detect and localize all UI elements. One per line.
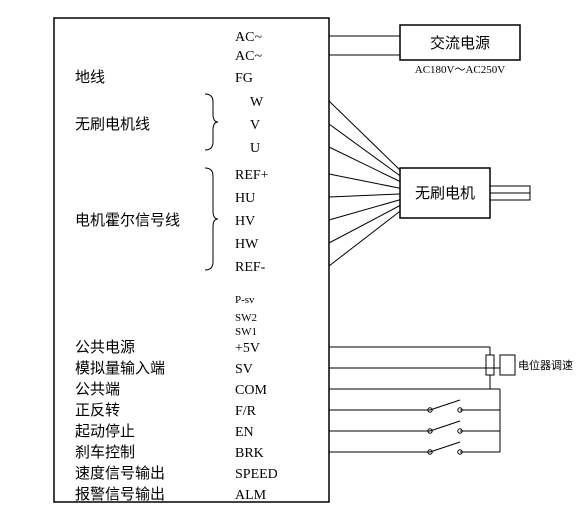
label-start_stop: 起动停止 bbox=[75, 423, 135, 440]
pin-refm: REF- bbox=[235, 260, 266, 275]
label-spd_out: 速度信号输出 bbox=[75, 465, 165, 482]
motor-label: 无刷电机 bbox=[415, 185, 475, 202]
pin-alm: ALM bbox=[235, 488, 267, 503]
label-fwd_rev: 正反转 bbox=[75, 402, 120, 419]
pin-ac2: AC~ bbox=[235, 49, 262, 64]
pin-sw1: SW1 bbox=[235, 326, 257, 338]
pin-refp: REF+ bbox=[235, 168, 269, 183]
wire-motor bbox=[329, 211, 400, 266]
label-pub: 公共端 bbox=[75, 381, 120, 398]
brace bbox=[205, 168, 218, 270]
pin-brk: BRK bbox=[235, 446, 264, 461]
wiring-diagram: AC~ AC~ FG WVU REF+ HU HV HW REF- P-sv SW2 SW1 +5V SV… bbox=[0, 0, 588, 509]
wire-motor bbox=[329, 200, 400, 220]
label-bldc_wire: 无刷电机线 bbox=[75, 116, 150, 133]
label-alm_out: 报警信号输出 bbox=[75, 486, 165, 503]
switch-lever bbox=[430, 400, 460, 410]
switch-lever bbox=[430, 421, 460, 431]
pin-u: U bbox=[250, 141, 260, 156]
label-hall: 电机霍尔信号线 bbox=[75, 212, 180, 229]
label-analog_in: 模拟量输入端 bbox=[75, 360, 165, 377]
pin-com: COM bbox=[235, 383, 267, 398]
pin-fg: FG bbox=[235, 71, 253, 86]
pin-fr: F/R bbox=[235, 404, 257, 419]
pin-en: EN bbox=[235, 425, 254, 440]
label-pub_pwr: 公共电源 bbox=[75, 339, 135, 356]
pin-ac1: AC~ bbox=[235, 30, 262, 45]
ac-power-label: 交流电源 bbox=[430, 34, 490, 52]
pin-psv: P-sv bbox=[235, 294, 255, 306]
pin-hv: HV bbox=[235, 214, 255, 229]
pot-body bbox=[486, 355, 494, 375]
wire-motor bbox=[329, 101, 400, 170]
pin-sv: SV bbox=[235, 362, 253, 377]
pin-v: V bbox=[250, 118, 260, 133]
switch-lever bbox=[430, 442, 460, 452]
pin-sw2: SW2 bbox=[235, 312, 257, 324]
ac-voltage-label: AC180V～AC250V bbox=[415, 64, 506, 76]
pin-speed: SPEED bbox=[235, 467, 278, 482]
wire-motor bbox=[329, 124, 400, 176]
pot-box bbox=[500, 355, 515, 375]
wire-motor bbox=[329, 206, 400, 244]
brace bbox=[205, 94, 218, 150]
pin-hw: HW bbox=[235, 237, 259, 252]
pin-w: W bbox=[250, 95, 264, 110]
wire-motor bbox=[329, 194, 400, 197]
pot-label: 电位器调速 bbox=[518, 358, 573, 372]
label-brake: 刹车控制 bbox=[75, 444, 135, 461]
pin-hu: HU bbox=[235, 191, 255, 206]
label-ground: 地线 bbox=[75, 69, 105, 86]
pin-5v: +5V bbox=[235, 341, 260, 356]
